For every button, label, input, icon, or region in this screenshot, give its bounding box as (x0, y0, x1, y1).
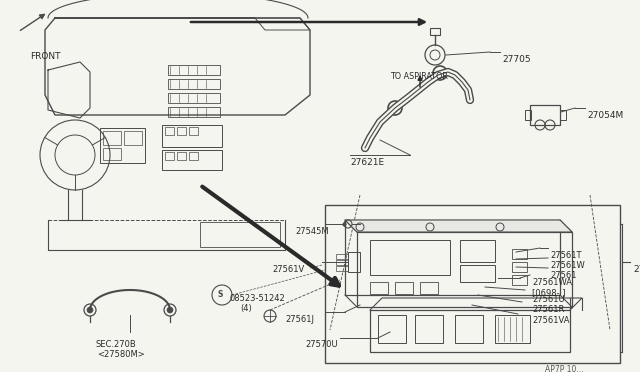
Text: FRONT: FRONT (30, 52, 61, 61)
Bar (495, 315, 530, 343)
Bar (512, 275, 527, 285)
Bar (415, 315, 443, 343)
Text: 27570U: 27570U (305, 340, 338, 349)
Bar (560, 110, 566, 120)
Text: 27705: 27705 (502, 55, 531, 64)
Bar (348, 252, 360, 272)
Text: [0698- ]: [0698- ] (532, 288, 566, 297)
Bar (103, 131, 121, 145)
Bar (177, 127, 186, 135)
Text: S: S (217, 290, 222, 299)
Bar (455, 315, 483, 343)
Bar (165, 127, 174, 135)
Bar (530, 105, 560, 125)
Bar (370, 240, 450, 275)
Text: 27561J: 27561J (285, 315, 314, 324)
Text: 27621E: 27621E (350, 158, 384, 167)
Bar (336, 266, 348, 271)
Bar (168, 65, 220, 75)
Polygon shape (345, 220, 572, 232)
Text: 27545M: 27545M (295, 227, 328, 236)
Bar (512, 249, 527, 259)
Bar (103, 148, 121, 160)
Text: 27561WA: 27561WA (532, 278, 572, 287)
Bar (189, 127, 198, 135)
Text: <27580M>: <27580M> (97, 350, 145, 359)
Bar (168, 107, 220, 117)
Bar (124, 131, 142, 145)
Text: TO ASPIRATOR: TO ASPIRATOR (390, 72, 448, 81)
Text: 27561T: 27561T (550, 251, 582, 260)
Text: 27561V: 27561V (272, 265, 304, 274)
Bar (162, 125, 222, 147)
Text: 27561U: 27561U (532, 295, 564, 304)
Bar (345, 220, 560, 295)
Circle shape (167, 307, 173, 313)
Bar (162, 150, 222, 170)
Text: 27561: 27561 (550, 271, 577, 280)
Bar (460, 240, 495, 262)
Bar (420, 282, 438, 294)
Text: 27561W: 27561W (550, 261, 585, 270)
Bar (370, 282, 388, 294)
Bar (336, 260, 348, 265)
Text: AP7P 10...: AP7P 10... (545, 365, 584, 372)
Text: 08523-51242: 08523-51242 (230, 294, 285, 303)
Text: (4): (4) (240, 304, 252, 313)
Bar (100, 128, 145, 163)
Bar (357, 232, 572, 307)
Bar (177, 152, 186, 160)
Text: SEC.270B: SEC.270B (95, 340, 136, 349)
Bar (395, 282, 413, 294)
Bar (189, 152, 198, 160)
Bar (370, 310, 570, 352)
Bar (430, 28, 440, 35)
Bar (200, 222, 280, 247)
Text: 27561VA: 27561VA (532, 316, 570, 325)
Text: 27054M: 27054M (587, 111, 623, 120)
Bar (336, 254, 348, 259)
Text: 27561R: 27561R (532, 305, 564, 314)
Bar (512, 262, 527, 272)
Bar (165, 152, 174, 160)
Bar (525, 110, 531, 120)
Bar (168, 79, 220, 89)
Bar (325, 205, 620, 363)
Circle shape (87, 307, 93, 313)
Bar (168, 93, 220, 103)
Text: 27130: 27130 (633, 265, 640, 274)
Bar (378, 315, 406, 343)
Bar (460, 265, 495, 282)
